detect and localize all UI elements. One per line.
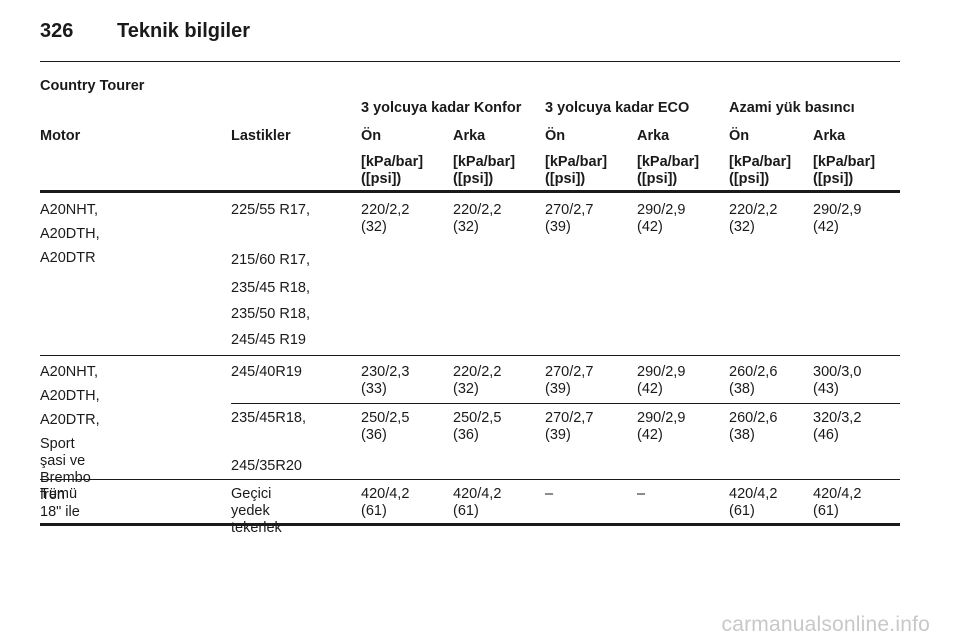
tire-size: 235/45R18, (231, 410, 306, 426)
pressure-value: 260/2,6 (38) (729, 410, 778, 443)
column-header-eco-rear: Arka (637, 128, 670, 144)
tire-size: 215/60 R17, (231, 252, 311, 268)
pressure-value: 320/3,2 (46) (813, 410, 862, 443)
pressure-value: 420/4,2 (61) (453, 486, 502, 519)
page-number: 326 (40, 20, 74, 42)
row-divider (40, 479, 900, 480)
pressure-value: 220/2,2 (32) (453, 364, 502, 397)
column-header-azami-front: Ön (729, 128, 750, 144)
column-header-konfor-rear: Arka (453, 128, 486, 144)
motor-value: A20DTH, (40, 388, 100, 404)
unit-label: [kPa/bar] ([psi]) (729, 154, 792, 187)
pressure-value: – (637, 486, 646, 502)
unit-label: [kPa/bar] ([psi]) (453, 154, 516, 187)
pressure-value: 270/2,7 (39) (545, 410, 594, 443)
column-header-azami-rear: Arka (813, 128, 846, 144)
pressure-value: 230/2,3 (33) (361, 364, 410, 397)
table-bottom-rule (40, 523, 900, 526)
tire-size: 235/45 R18, (231, 280, 311, 296)
pressure-value: 290/2,9 (42) (813, 202, 862, 235)
pressure-value: 420/4,2 (61) (729, 486, 778, 519)
pressure-value: 420/4,2 (61) (813, 486, 862, 519)
column-header-motor: Motor (40, 128, 81, 144)
motor-value: Sport şasi ve Brembo fren 18" ile (40, 436, 91, 520)
pressure-value: – (545, 486, 554, 502)
column-header-lastikler: Lastikler (231, 128, 291, 144)
pressure-value: 260/2,6 (38) (729, 364, 778, 397)
watermark: carmanualsonline.info (721, 613, 930, 636)
tire-size: Geçici yedek tekerlek (231, 486, 282, 536)
motor-value: Tümü (40, 486, 78, 502)
page-title: Teknik bilgiler (117, 20, 250, 42)
tire-size: 245/45 R19 (231, 332, 306, 348)
pressure-value: 420/4,2 (61) (361, 486, 410, 519)
group-header-konfor: 3 yolcuya kadar Konfor (361, 100, 522, 116)
subrow-divider (231, 403, 900, 404)
pressure-value: 300/3,0 (43) (813, 364, 862, 397)
tire-size: 235/50 R18, (231, 306, 311, 322)
pressure-value: 290/2,9 (42) (637, 364, 686, 397)
pressure-value: 270/2,7 (39) (545, 364, 594, 397)
pressure-value: 250/2,5 (36) (361, 410, 410, 443)
motor-value: A20NHT, (40, 202, 99, 218)
pressure-value: 220/2,2 (32) (729, 202, 778, 235)
column-header-eco-front: Ön (545, 128, 566, 144)
group-header-eco: 3 yolcuya kadar ECO (545, 100, 690, 116)
pressure-value: 290/2,9 (42) (637, 410, 686, 443)
header-rule (40, 61, 900, 62)
pressure-value: 220/2,2 (32) (453, 202, 502, 235)
motor-value: A20DTR, (40, 412, 100, 428)
row-divider (40, 355, 900, 356)
motor-value: A20DTR (40, 250, 96, 266)
unit-label: [kPa/bar] ([psi]) (813, 154, 876, 187)
tire-size: 245/35R20 (231, 458, 302, 474)
pressure-value: 270/2,7 (39) (545, 202, 594, 235)
unit-label: [kPa/bar] ([psi]) (545, 154, 608, 187)
pressure-value: 290/2,9 (42) (637, 202, 686, 235)
column-header-konfor-front: Ön (361, 128, 382, 144)
unit-label: [kPa/bar] ([psi]) (637, 154, 700, 187)
group-header-azami: Azami yük basıncı (729, 100, 855, 116)
unit-label: [kPa/bar] ([psi]) (361, 154, 424, 187)
section-title: Country Tourer (40, 78, 145, 94)
pressure-value: 250/2,5 (36) (453, 410, 502, 443)
header-bottom-rule (40, 190, 900, 193)
pressure-value: 220/2,2 (32) (361, 202, 410, 235)
motor-value: A20NHT, (40, 364, 99, 380)
tire-size: 225/55 R17, (231, 202, 311, 218)
tire-size: 245/40R19 (231, 364, 302, 380)
motor-value: A20DTH, (40, 226, 100, 242)
